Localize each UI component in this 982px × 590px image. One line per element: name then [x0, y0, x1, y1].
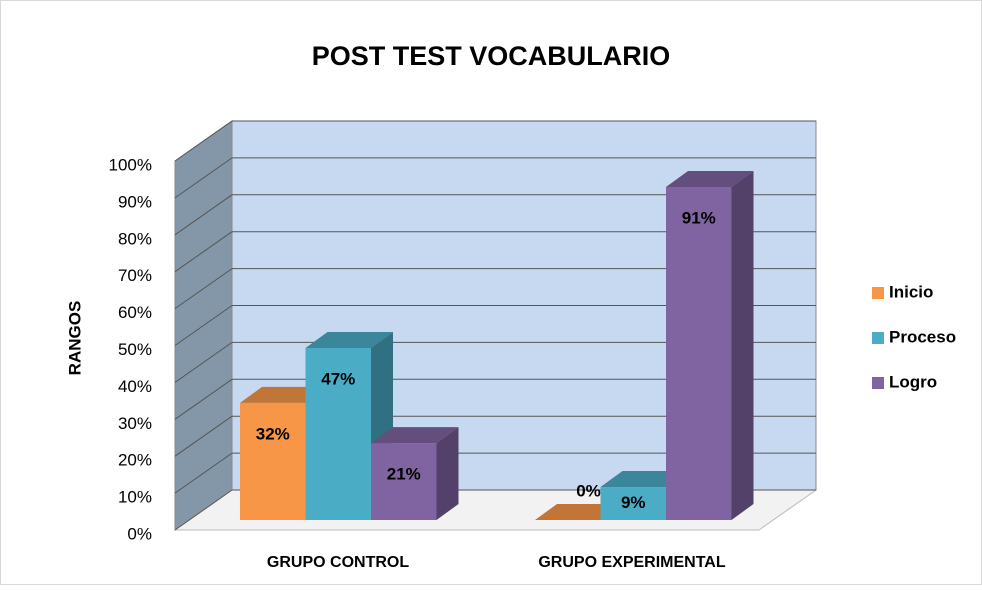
- legend-swatch: [872, 287, 884, 299]
- legend-swatch: [872, 377, 884, 389]
- bar-front: [305, 347, 371, 520]
- side-grid-line: [174, 268, 233, 310]
- data-label: 9%: [621, 493, 646, 512]
- side-grid-line: [174, 378, 233, 420]
- side-grid-line: [174, 120, 233, 162]
- y-tick-label: 10%: [118, 488, 152, 507]
- y-tick-label: 60%: [118, 303, 152, 322]
- bar-top: [371, 427, 459, 444]
- legend-label: Inicio: [889, 282, 933, 301]
- y-tick-label: 80%: [118, 229, 152, 248]
- y-tick-label: 20%: [118, 451, 152, 470]
- legend-label: Proceso: [889, 327, 956, 346]
- bar-side: [436, 427, 459, 520]
- legend-label: Logro: [889, 372, 937, 391]
- data-label: 0%: [576, 481, 601, 500]
- side-grid-line: [174, 415, 233, 457]
- side-grid-line: [174, 305, 233, 346]
- y-tick-label: 40%: [118, 377, 152, 396]
- data-label: 91%: [682, 208, 716, 227]
- bar-front: [600, 487, 666, 520]
- y-tick-label: 100%: [109, 155, 152, 174]
- chart-title: POST TEST VOCABULARIO: [312, 41, 671, 71]
- x-tick-label: GRUPO CONTROL: [267, 554, 409, 571]
- data-label: 21%: [387, 465, 421, 484]
- bar-top: [305, 331, 393, 348]
- data-label: 32%: [256, 424, 290, 443]
- bar-top: [666, 170, 754, 187]
- y-tick-label: 0%: [127, 524, 152, 543]
- x-tick-label: GRUPO EXPERIMENTAL: [538, 554, 726, 571]
- bar-front: [240, 402, 306, 520]
- side-grid-line: [174, 231, 233, 273]
- side-grid-line: [174, 341, 233, 383]
- y-tick-label: 90%: [118, 192, 152, 211]
- bar-side: [731, 170, 754, 520]
- bar-front: [666, 186, 732, 520]
- y-tick-label: 30%: [118, 414, 152, 433]
- side-grid-line: [174, 489, 233, 531]
- y-tick-label: 70%: [118, 266, 152, 285]
- side-grid-line: [174, 452, 233, 494]
- legend-swatch: [872, 332, 884, 344]
- data-label: 47%: [321, 369, 355, 388]
- side-grid-line: [174, 157, 233, 199]
- bar-front: [371, 443, 437, 520]
- y-tick-label: 50%: [118, 340, 152, 359]
- side-grid-line: [174, 194, 233, 236]
- y-axis-title: RANGOS: [65, 301, 84, 376]
